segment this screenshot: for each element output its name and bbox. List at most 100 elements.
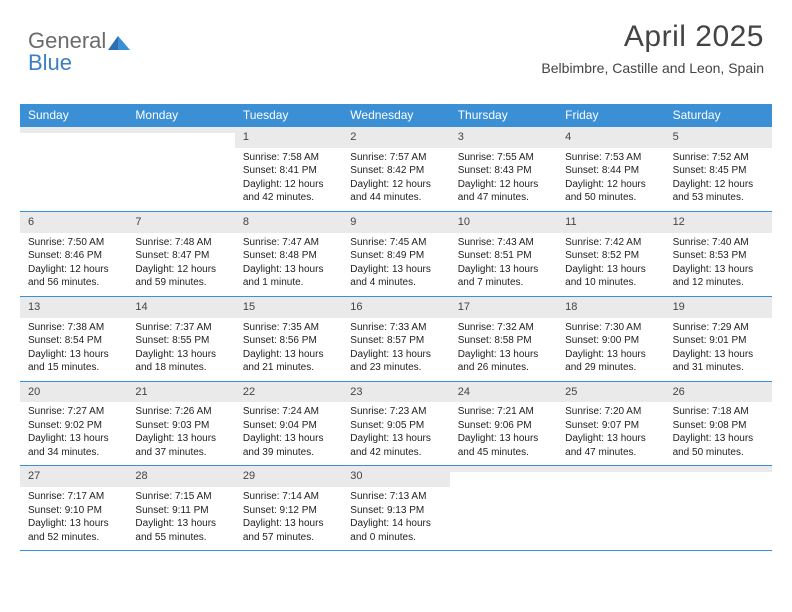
cell-body: Sunrise: 7:52 AMSunset: 8:45 PMDaylight:…: [665, 148, 772, 211]
cell-line: Daylight: 13 hours: [565, 432, 656, 446]
cell-line: Sunset: 8:46 PM: [28, 249, 119, 263]
cell-line: Sunset: 8:58 PM: [458, 334, 549, 348]
cell-body: Sunrise: 7:18 AMSunset: 9:08 PMDaylight:…: [665, 402, 772, 465]
cell-line: Sunrise: 7:26 AM: [135, 405, 226, 419]
cell-line: Sunset: 8:43 PM: [458, 164, 549, 178]
cell-body: Sunrise: 7:40 AMSunset: 8:53 PMDaylight:…: [665, 233, 772, 296]
cell-line: Sunset: 9:01 PM: [673, 334, 764, 348]
cell-line: and 57 minutes.: [243, 531, 334, 545]
cell-line: Sunrise: 7:42 AM: [565, 236, 656, 250]
day-number: 2: [342, 127, 449, 148]
cell-line: Sunset: 9:06 PM: [458, 419, 549, 433]
day-number: 9: [342, 212, 449, 233]
calendar-cell: 29Sunrise: 7:14 AMSunset: 9:12 PMDayligh…: [235, 466, 342, 550]
cell-line: Sunset: 9:04 PM: [243, 419, 334, 433]
cell-line: Sunset: 9:03 PM: [135, 419, 226, 433]
cell-body: Sunrise: 7:13 AMSunset: 9:13 PMDaylight:…: [342, 487, 449, 550]
calendar-cell: 13Sunrise: 7:38 AMSunset: 8:54 PMDayligh…: [20, 297, 127, 381]
cell-body: [557, 472, 664, 528]
dayhead-fri: Friday: [557, 104, 664, 127]
cell-line: Sunrise: 7:15 AM: [135, 490, 226, 504]
cell-line: Daylight: 13 hours: [565, 263, 656, 277]
day-number: 18: [557, 297, 664, 318]
cell-line: Sunset: 8:48 PM: [243, 249, 334, 263]
cell-line: Sunset: 8:44 PM: [565, 164, 656, 178]
cell-line: and 26 minutes.: [458, 361, 549, 375]
calendar-week: 20Sunrise: 7:27 AMSunset: 9:02 PMDayligh…: [20, 382, 772, 467]
calendar-cell: [665, 466, 772, 550]
cell-line: Sunset: 9:00 PM: [565, 334, 656, 348]
calendar-cell: 27Sunrise: 7:17 AMSunset: 9:10 PMDayligh…: [20, 466, 127, 550]
page-subtitle: Belbimbre, Castille and Leon, Spain: [541, 60, 764, 76]
cell-line: and 29 minutes.: [565, 361, 656, 375]
cell-line: and 50 minutes.: [565, 191, 656, 205]
cell-line: Sunrise: 7:58 AM: [243, 151, 334, 165]
cell-line: and 56 minutes.: [28, 276, 119, 290]
cell-body: Sunrise: 7:33 AMSunset: 8:57 PMDaylight:…: [342, 318, 449, 381]
calendar-week: 1Sunrise: 7:58 AMSunset: 8:41 PMDaylight…: [20, 127, 772, 212]
cell-line: and 37 minutes.: [135, 446, 226, 460]
cell-body: Sunrise: 7:14 AMSunset: 9:12 PMDaylight:…: [235, 487, 342, 550]
logo-mark-icon: [108, 32, 132, 50]
cell-body: Sunrise: 7:15 AMSunset: 9:11 PMDaylight:…: [127, 487, 234, 550]
cell-body: Sunrise: 7:21 AMSunset: 9:06 PMDaylight:…: [450, 402, 557, 465]
cell-line: Daylight: 13 hours: [673, 432, 764, 446]
cell-line: Daylight: 13 hours: [28, 348, 119, 362]
calendar-cell: 4Sunrise: 7:53 AMSunset: 8:44 PMDaylight…: [557, 127, 664, 211]
cell-line: Sunset: 9:11 PM: [135, 504, 226, 518]
page-title: April 2025: [541, 20, 764, 54]
cell-line: Sunset: 9:13 PM: [350, 504, 441, 518]
cell-line: Sunrise: 7:50 AM: [28, 236, 119, 250]
cell-line: and 12 minutes.: [673, 276, 764, 290]
cell-line: Sunset: 9:08 PM: [673, 419, 764, 433]
cell-body: Sunrise: 7:42 AMSunset: 8:52 PMDaylight:…: [557, 233, 664, 296]
calendar-cell: 11Sunrise: 7:42 AMSunset: 8:52 PMDayligh…: [557, 212, 664, 296]
dayhead-sun: Sunday: [20, 104, 127, 127]
day-number: 17: [450, 297, 557, 318]
cell-line: Sunrise: 7:45 AM: [350, 236, 441, 250]
dayhead-mon: Monday: [127, 104, 234, 127]
cell-line: Daylight: 13 hours: [350, 432, 441, 446]
cell-line: Daylight: 13 hours: [243, 517, 334, 531]
cell-line: and 23 minutes.: [350, 361, 441, 375]
cell-body: Sunrise: 7:37 AMSunset: 8:55 PMDaylight:…: [127, 318, 234, 381]
calendar-cell: [450, 466, 557, 550]
cell-line: Daylight: 12 hours: [243, 178, 334, 192]
cell-line: and 10 minutes.: [565, 276, 656, 290]
day-number: 24: [450, 382, 557, 403]
cell-line: Sunrise: 7:43 AM: [458, 236, 549, 250]
cell-body: Sunrise: 7:48 AMSunset: 8:47 PMDaylight:…: [127, 233, 234, 296]
cell-line: Daylight: 13 hours: [135, 348, 226, 362]
calendar: Sunday Monday Tuesday Wednesday Thursday…: [20, 104, 772, 551]
cell-body: Sunrise: 7:57 AMSunset: 8:42 PMDaylight:…: [342, 148, 449, 211]
cell-line: Sunset: 9:07 PM: [565, 419, 656, 433]
calendar-cell: [557, 466, 664, 550]
cell-line: and 59 minutes.: [135, 276, 226, 290]
cell-line: Sunrise: 7:13 AM: [350, 490, 441, 504]
cell-line: Daylight: 13 hours: [135, 432, 226, 446]
cell-line: Daylight: 13 hours: [135, 517, 226, 531]
cell-line: Sunrise: 7:18 AM: [673, 405, 764, 419]
cell-body: Sunrise: 7:53 AMSunset: 8:44 PMDaylight:…: [557, 148, 664, 211]
calendar-cell: 1Sunrise: 7:58 AMSunset: 8:41 PMDaylight…: [235, 127, 342, 211]
calendar-cell: 8Sunrise: 7:47 AMSunset: 8:48 PMDaylight…: [235, 212, 342, 296]
day-number: 23: [342, 382, 449, 403]
cell-line: Sunset: 8:57 PM: [350, 334, 441, 348]
cell-line: Daylight: 13 hours: [458, 348, 549, 362]
cell-line: Sunrise: 7:53 AM: [565, 151, 656, 165]
cell-body: Sunrise: 7:26 AMSunset: 9:03 PMDaylight:…: [127, 402, 234, 465]
cell-body: Sunrise: 7:38 AMSunset: 8:54 PMDaylight:…: [20, 318, 127, 381]
day-number: 30: [342, 466, 449, 487]
cell-body: Sunrise: 7:20 AMSunset: 9:07 PMDaylight:…: [557, 402, 664, 465]
cell-line: and 0 minutes.: [350, 531, 441, 545]
cell-line: Daylight: 13 hours: [673, 348, 764, 362]
calendar-cell: 20Sunrise: 7:27 AMSunset: 9:02 PMDayligh…: [20, 382, 127, 466]
calendar-cell: 3Sunrise: 7:55 AMSunset: 8:43 PMDaylight…: [450, 127, 557, 211]
day-number: 6: [20, 212, 127, 233]
cell-line: Sunrise: 7:24 AM: [243, 405, 334, 419]
cell-body: Sunrise: 7:45 AMSunset: 8:49 PMDaylight:…: [342, 233, 449, 296]
cell-line: and 15 minutes.: [28, 361, 119, 375]
day-number: 4: [557, 127, 664, 148]
cell-line: Sunset: 8:52 PM: [565, 249, 656, 263]
day-number: 16: [342, 297, 449, 318]
